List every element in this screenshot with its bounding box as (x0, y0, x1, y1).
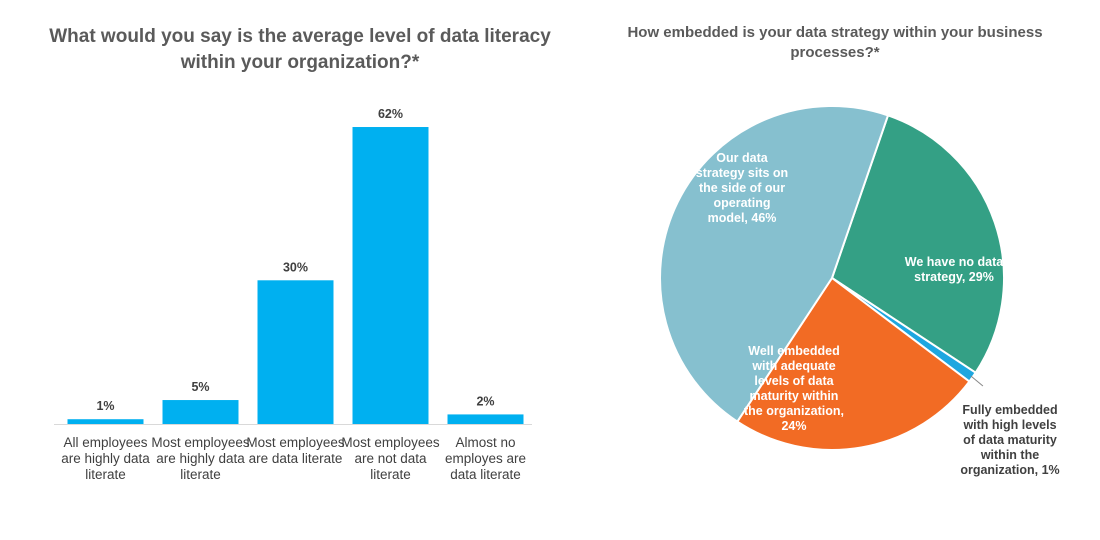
bar-chart: 1% All employees are highly data literate 5%… (54, 107, 532, 482)
category-label: All employees are highly data literate (61, 435, 150, 482)
bar-3 (352, 127, 429, 425)
bar-0 (67, 419, 144, 424)
bar-2 (257, 280, 334, 424)
pie-slice-label: We have no data strategy, 29% (905, 255, 1004, 284)
pie-wedges (659, 105, 1005, 451)
pie-leader-line (970, 375, 984, 387)
pie-slice-2 (735, 276, 971, 451)
category-label: Most employees are highly data literate (151, 435, 250, 482)
category-label: Almost no employes are data literate (445, 435, 526, 482)
pie-chart: We have no data strategy, 29% Fully embedd… (659, 105, 1060, 477)
bar-4 (447, 414, 524, 424)
bar-value-label: 30% (283, 260, 308, 274)
pie-slice-3 (659, 105, 890, 423)
pie-slice-label: Well embedded with adequate levels of data… (744, 344, 844, 433)
pie-slice-0 (830, 114, 1005, 375)
bar-value-label: 2% (476, 394, 494, 408)
bar-1 (162, 400, 239, 424)
pie-chart-title: How embedded is your data strategy withi… (627, 24, 1043, 61)
bar-value-label: 5% (191, 380, 209, 394)
bar-value-label: 62% (378, 107, 403, 121)
pie-slice-label: Fully embedded with high levels of data ma… (960, 403, 1059, 477)
category-label: Most employees are data literate (246, 435, 345, 466)
bar-value-label: 1% (96, 399, 114, 413)
category-label: Most employees are not data literate (341, 435, 440, 482)
pie-slice-label: Our data strategy sits on the side of our o… (696, 151, 788, 225)
bar-chart-title: What would you say is the average level … (49, 26, 551, 73)
